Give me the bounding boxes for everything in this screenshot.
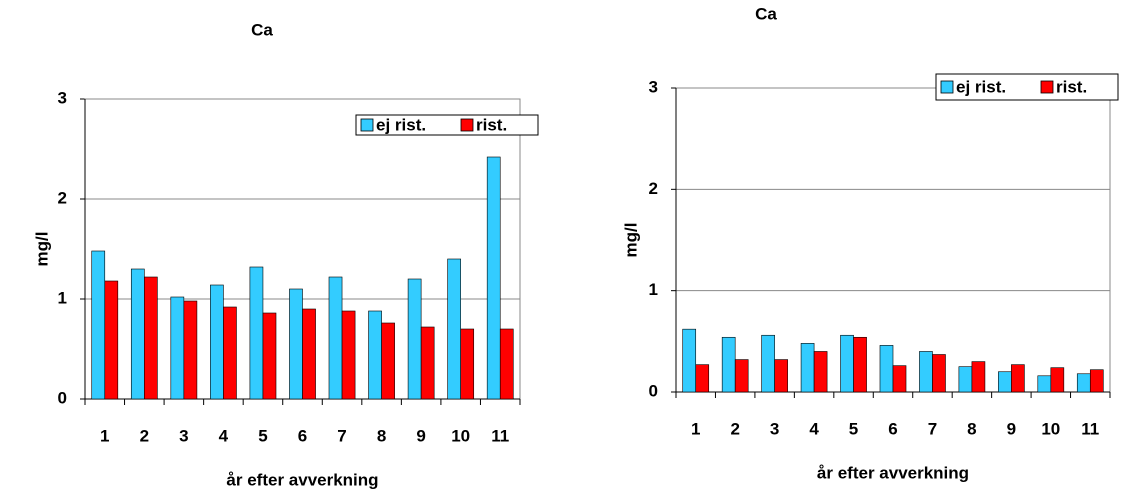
bar: [328, 276, 343, 400]
x-tick-label: 6: [298, 426, 307, 445]
x-tick-label: 4: [809, 419, 819, 438]
x-tick-label: 10: [1041, 419, 1060, 438]
x-tick-label: 9: [416, 426, 425, 445]
bar: [919, 351, 933, 393]
x-tick-label: 8: [377, 426, 386, 445]
bar: [223, 306, 237, 400]
x-tick-label: 10: [451, 426, 470, 445]
bar: [734, 359, 749, 393]
legend-label: rist.: [1056, 77, 1087, 96]
y-tick-label: 1: [58, 288, 67, 307]
y-tick-label: 2: [649, 179, 658, 198]
bar: [1037, 375, 1052, 393]
bar: [368, 310, 382, 400]
bar: [853, 336, 867, 393]
x-tick-label: 5: [849, 419, 858, 438]
x-tick-label: 11: [491, 426, 509, 445]
x-tick-label: 1: [691, 419, 700, 438]
bar: [761, 334, 775, 393]
x-tick-label: 2: [730, 419, 739, 438]
bar: [289, 288, 303, 400]
x-tick-label: 6: [888, 419, 897, 438]
bar: [210, 284, 224, 400]
x-tick-label: 2: [140, 426, 149, 445]
x-tick-label: 3: [179, 426, 188, 445]
bar: [932, 354, 946, 393]
bar: [958, 366, 973, 393]
bar: [183, 300, 198, 400]
y-tick-label: 0: [58, 388, 67, 407]
x-tick-label: 7: [928, 419, 937, 438]
bar: [91, 250, 106, 400]
legend-box: [355, 114, 539, 136]
bar: [879, 345, 894, 393]
bar: [302, 308, 316, 400]
x-tick-label: 4: [219, 426, 229, 445]
legend-swatch: [1040, 80, 1054, 94]
x-tick-label: 1: [100, 426, 109, 445]
bar: [341, 310, 356, 400]
bar: [170, 296, 185, 400]
bar: [249, 266, 264, 400]
bar: [381, 322, 395, 400]
bar: [892, 365, 907, 393]
legend-label: ej rist.: [376, 115, 426, 134]
bar: [130, 268, 145, 400]
y-tick-label: 2: [58, 188, 67, 207]
x-tick-label: 9: [1007, 419, 1016, 438]
bar: [262, 312, 277, 400]
bar: [1089, 369, 1104, 393]
bar: [144, 276, 158, 400]
x-axis-label: år efter avverkning: [817, 463, 969, 482]
bar: [682, 328, 697, 393]
y-axis-label: mg/l: [32, 232, 51, 267]
legend-swatch: [460, 118, 474, 132]
x-axis-label: år efter avverkning: [226, 470, 378, 489]
chart-title: Ca: [251, 20, 273, 39]
x-tick-label: 8: [967, 419, 976, 438]
legend-box: [935, 73, 1119, 101]
bar: [998, 371, 1012, 393]
bar: [1050, 367, 1065, 393]
bar: [1011, 364, 1025, 393]
bar: [499, 328, 514, 400]
x-tick-label: 3: [770, 419, 779, 438]
legend-label: rist.: [476, 115, 507, 134]
bar: [486, 156, 501, 400]
bar: [1076, 373, 1091, 393]
y-tick-label: 1: [649, 280, 658, 299]
bar: [800, 343, 815, 393]
legend-label: ej rist.: [956, 77, 1006, 96]
legend-swatch: [360, 118, 374, 132]
bar: [407, 278, 422, 400]
y-tick-label: 0: [649, 381, 658, 400]
x-tick-label: 5: [258, 426, 267, 445]
y-axis-label: mg/l: [621, 223, 640, 258]
bar: [460, 328, 475, 400]
y-tick-label: 3: [58, 88, 67, 107]
chart-title: Ca: [755, 4, 777, 23]
bar: [971, 361, 986, 393]
bar: [813, 351, 828, 393]
x-tick-label: 7: [337, 426, 346, 445]
legend-swatch: [940, 80, 954, 94]
bar: [420, 326, 435, 400]
bar: [840, 334, 854, 393]
x-tick-label: 11: [1081, 419, 1099, 438]
bar: [721, 336, 736, 393]
bar: [447, 258, 461, 400]
bar: [695, 364, 710, 393]
y-tick-label: 3: [649, 77, 658, 96]
bar: [104, 280, 119, 400]
bar: [774, 359, 788, 393]
